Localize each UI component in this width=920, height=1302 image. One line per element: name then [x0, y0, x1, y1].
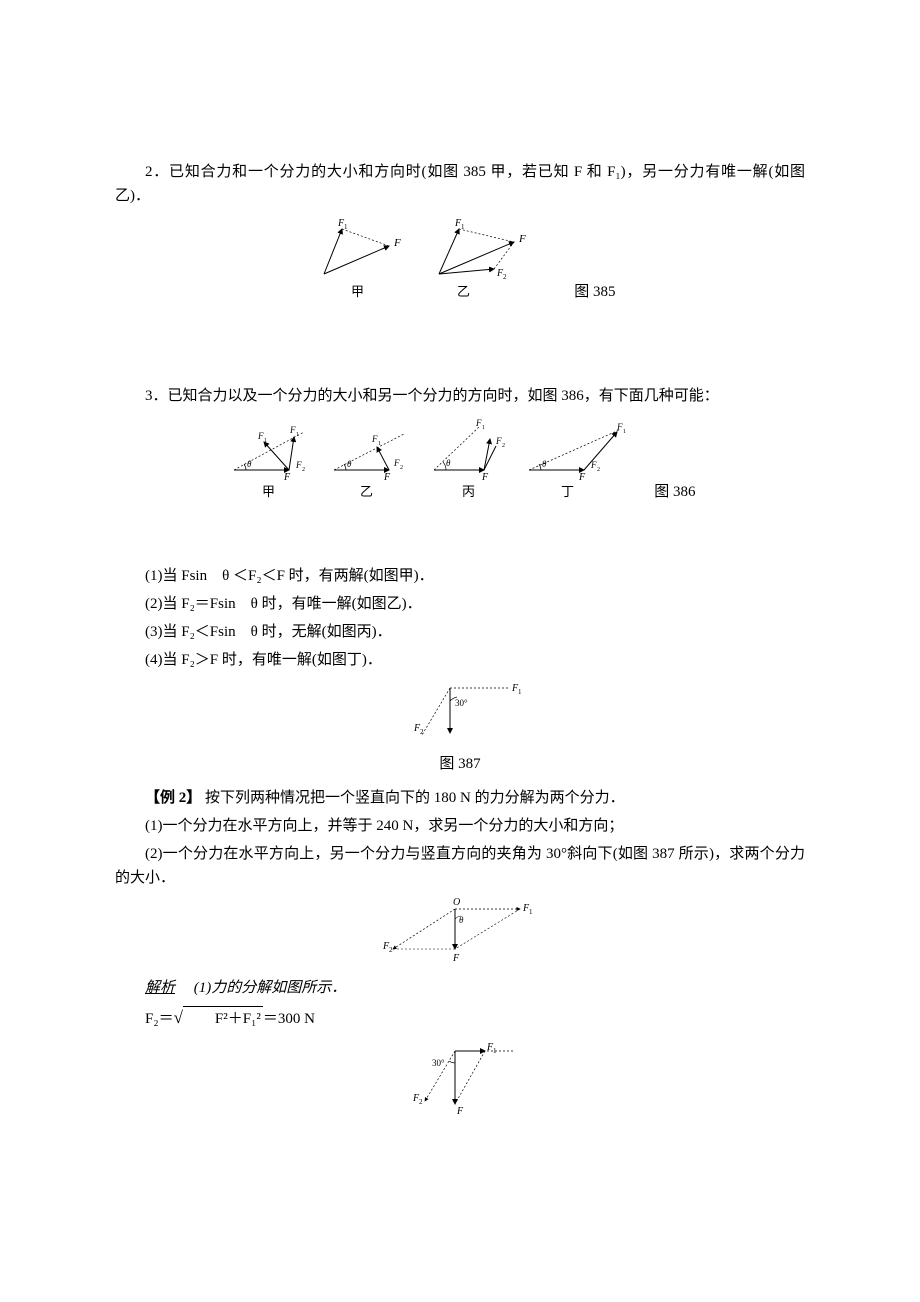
svg-text:F: F	[481, 472, 489, 483]
formula-lhs: F₂＝	[145, 1011, 174, 1027]
svg-text:F: F	[495, 436, 502, 446]
svg-text:1: 1	[264, 438, 267, 444]
svg-text:F: F	[393, 458, 400, 468]
fig-387-svg: 30° F1 F2	[390, 678, 530, 748]
svg-text:1: 1	[529, 908, 533, 916]
svg-text:甲: 甲	[351, 284, 364, 299]
svg-text:2: 2	[503, 273, 507, 281]
svg-text:F: F	[295, 460, 302, 470]
svg-text:F: F	[289, 425, 296, 435]
svg-text:1: 1	[461, 223, 465, 231]
fig-386-svg: θ F1 F1 F2 F 甲 θ F1 F2 F 乙	[224, 414, 644, 504]
svg-text:30°: 30°	[455, 698, 468, 708]
figure-387: 30° F1 F2 图 387	[115, 678, 805, 776]
svg-text:F: F	[456, 1106, 464, 1117]
svg-text:2: 2	[302, 467, 305, 473]
svg-text:F: F	[578, 472, 586, 483]
figure-386: θ F1 F1 F2 F 甲 θ F1 F2 F 乙	[115, 414, 805, 504]
svg-text:F: F	[590, 460, 597, 470]
svg-text:甲: 甲	[262, 484, 275, 499]
fig-385-svg: F1 F 甲 F1 F F2 乙	[304, 214, 564, 304]
fig-sol2-svg: 30° F1 F2 F	[385, 1041, 535, 1121]
figure-385: F1 F 甲 F1 F F2 乙 图 385	[115, 214, 805, 304]
svg-text:1: 1	[518, 688, 522, 696]
condition-4: (4)当 F₂＞F 时，有唯一解(如图丁)．	[115, 648, 805, 672]
svg-text:θ: θ	[247, 459, 252, 469]
svg-text:30°: 30°	[432, 1058, 445, 1068]
svg-text:θ: θ	[446, 458, 451, 468]
svg-text:θ: θ	[347, 459, 352, 469]
svg-text:O: O	[453, 897, 460, 908]
example-2-label: 【例 2】	[145, 790, 201, 806]
svg-text:乙: 乙	[457, 284, 470, 299]
svg-text:F: F	[475, 418, 482, 428]
figure-sol2: 30° F1 F2 F	[115, 1041, 805, 1121]
svg-text:2: 2	[400, 465, 403, 471]
formula-radicand: F²＋F₁²	[183, 1006, 263, 1031]
example-2: 【例 2】 按下列两种情况把一个竖直向下的 180 N 的力分解为两个分力．	[115, 786, 805, 810]
item-2-text: 2．已知合力和一个分力的大小和方向时(如图 385 甲，若已知 F 和 F₁)，…	[115, 160, 805, 208]
solution-line: 解析 (1)力的分解如图所示．	[115, 976, 805, 1000]
svg-text:F: F	[257, 431, 264, 441]
svg-text:1: 1	[344, 223, 348, 231]
svg-text:θ: θ	[459, 915, 464, 925]
example-2-q1: (1)一个分力在水平方向上，并等于 240 N，求另一个分力的大小和方向；	[115, 814, 805, 838]
svg-text:θ: θ	[542, 459, 547, 469]
fig-386-caption: 图 386	[654, 480, 695, 504]
fig-sol1-svg: O θ F1 F2 F	[380, 896, 540, 966]
svg-text:F: F	[371, 434, 378, 444]
svg-text:F: F	[283, 472, 291, 483]
condition-2: (2)当 F₂＝Fsin θ 时，有唯一解(如图乙)．	[115, 592, 805, 616]
svg-text:1: 1	[296, 432, 299, 438]
svg-text:1: 1	[482, 425, 485, 431]
svg-text:F: F	[452, 953, 460, 964]
solution-label: 解析	[145, 980, 175, 996]
example-2-intro: 按下列两种情况把一个竖直向下的 180 N 的力分解为两个分力．	[205, 790, 625, 806]
svg-text:F: F	[518, 233, 526, 245]
svg-text:F: F	[616, 422, 623, 432]
solution-formula: F₂＝√F²＋F₁²＝300 N	[115, 1004, 805, 1031]
svg-text:2: 2	[419, 1098, 423, 1106]
example-2-q2: (2)一个分力在水平方向上，另一个分力与竖直方向的夹角为 30°斜向下(如图 3…	[115, 842, 805, 890]
svg-text:1: 1	[493, 1047, 497, 1055]
svg-text:1: 1	[623, 429, 626, 435]
condition-1: (1)当 Fsin θ ＜F₂＜F 时，有两解(如图甲)．	[115, 564, 805, 588]
svg-text:F: F	[393, 237, 401, 249]
svg-text:丁: 丁	[561, 484, 574, 499]
fig-385-caption: 图 385	[574, 280, 615, 304]
svg-text:1: 1	[378, 441, 381, 447]
svg-text:2: 2	[597, 467, 600, 473]
formula-rhs: ＝300 N	[263, 1011, 315, 1027]
svg-text:2: 2	[502, 443, 505, 449]
solution-s1: (1)力的分解如图所示．	[194, 980, 347, 996]
svg-text:2: 2	[420, 728, 424, 736]
svg-text:乙: 乙	[360, 484, 373, 499]
svg-text:2: 2	[389, 946, 393, 954]
item-3-text: 3．已知合力以及一个分力的大小和另一个分力的方向时，如图 386，有下面几种可能…	[115, 384, 805, 408]
condition-3: (3)当 F₂＜Fsin θ 时，无解(如图丙)．	[115, 620, 805, 644]
fig-387-caption: 图 387	[115, 752, 805, 776]
figure-sol1: O θ F1 F2 F	[115, 896, 805, 966]
svg-text:丙: 丙	[462, 484, 475, 499]
svg-text:F: F	[383, 472, 391, 483]
